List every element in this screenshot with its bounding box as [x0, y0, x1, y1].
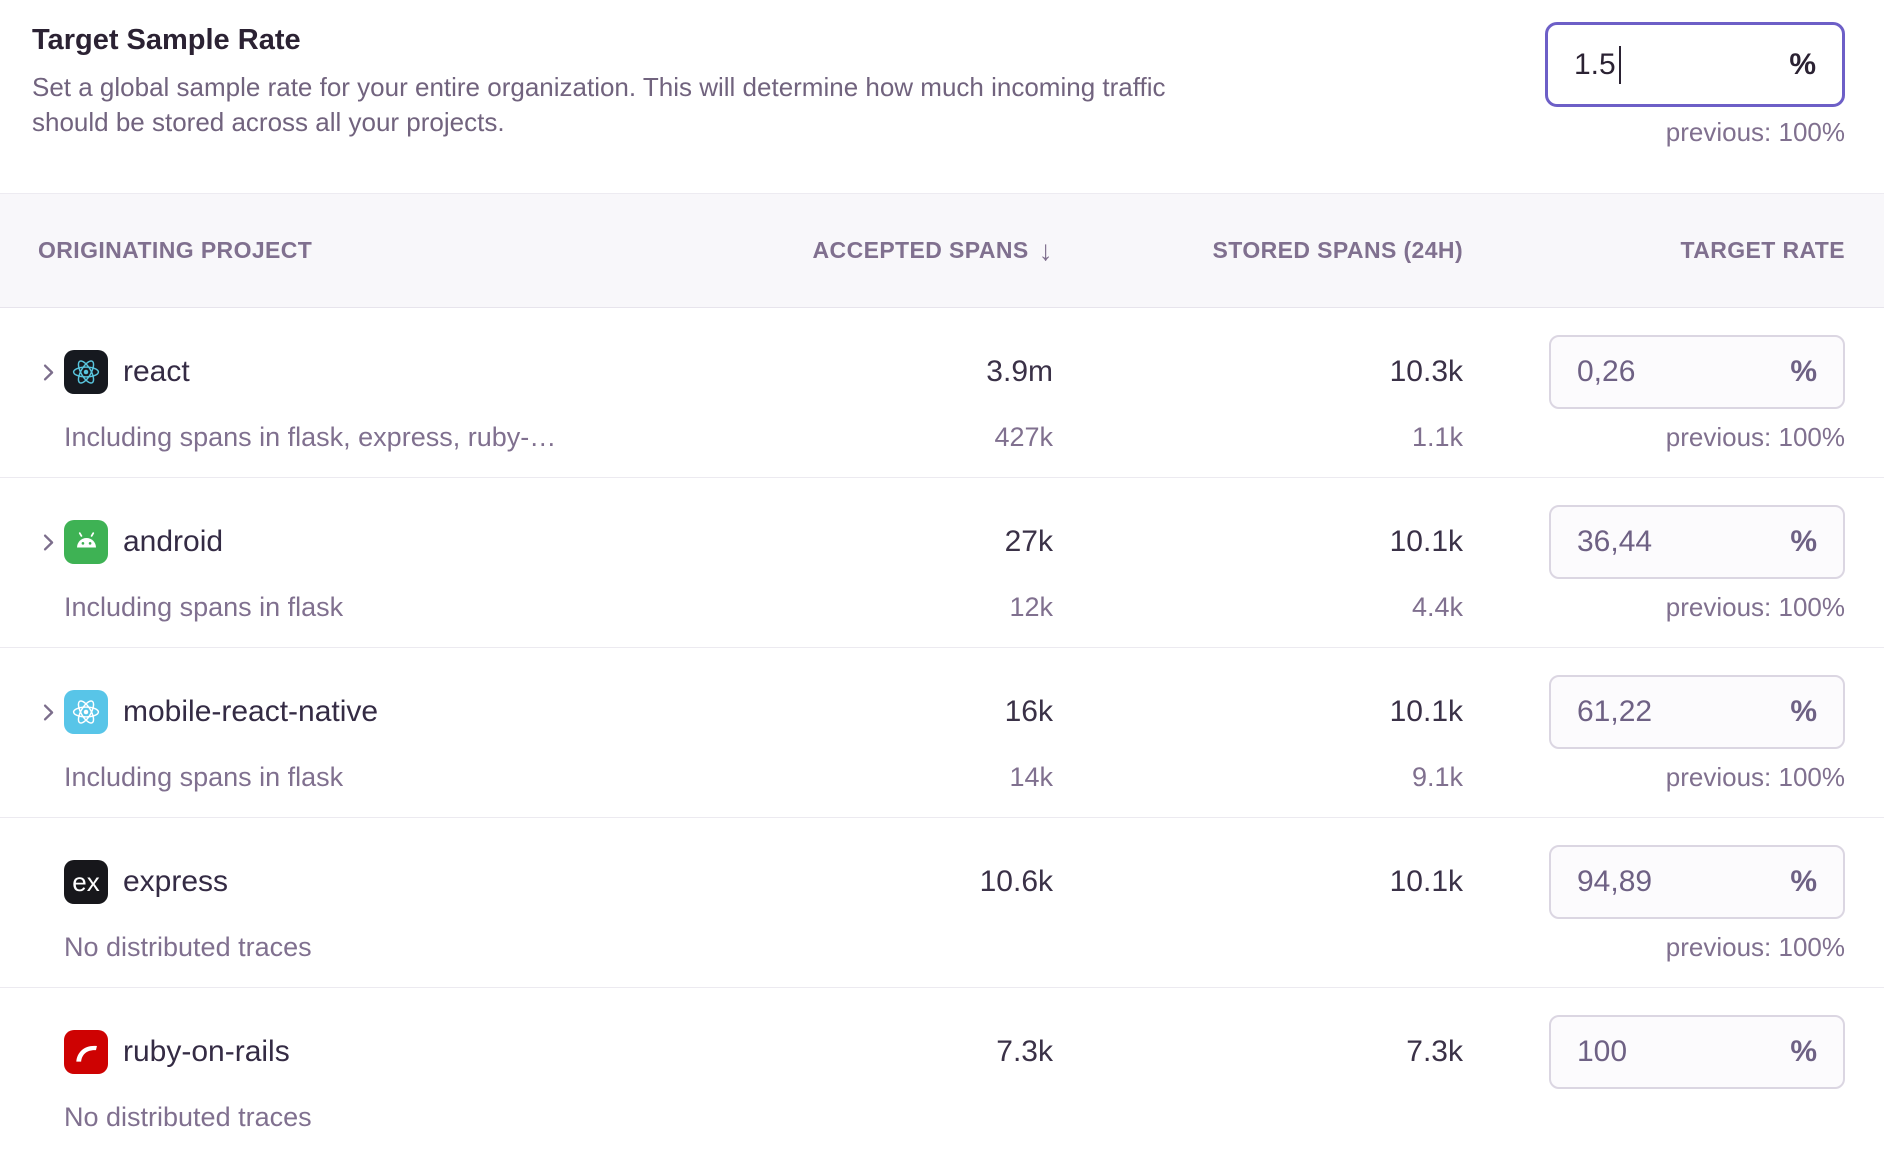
- sort-descending-icon: ↓: [1038, 234, 1053, 266]
- table-header-row: ORIGINATING PROJECT ACCEPTED SPANS ↓ STO…: [0, 193, 1884, 308]
- target-rate-input[interactable]: 94,89 %: [1549, 845, 1845, 919]
- stored-spans-value: 10.1k: [1389, 525, 1463, 558]
- project-subtext: Including spans in flask: [64, 762, 344, 792]
- expand-chevron-icon[interactable]: [38, 362, 64, 383]
- accepted-spans-subvalue: 427k: [994, 422, 1053, 452]
- react-icon: [64, 350, 108, 394]
- previous-rate-label: previous: 100%: [1665, 592, 1845, 622]
- column-header-target-rate: TARGET RATE: [1680, 237, 1845, 263]
- target-rate-value: 94,89: [1577, 865, 1653, 898]
- previous-rate-label: previous: 100%: [1665, 422, 1845, 452]
- target-rate-value: 0,26: [1577, 355, 1636, 388]
- project-name: ruby-on-rails: [123, 1035, 290, 1068]
- percent-suffix: %: [1790, 1035, 1817, 1068]
- accepted-spans-value: 10.6k: [979, 865, 1053, 898]
- previous-rate-label: previous: 100%: [1665, 117, 1845, 147]
- percent-suffix: %: [1790, 695, 1817, 728]
- react-native-icon: [64, 690, 108, 734]
- accepted-spans-value: 3.9m: [986, 355, 1053, 388]
- target-rate-value: 61,22: [1577, 695, 1653, 728]
- ruby-on-rails-icon: [64, 1030, 108, 1074]
- accepted-spans-value: 7.3k: [996, 1035, 1053, 1068]
- target-rate-input[interactable]: 100 %: [1549, 1015, 1845, 1089]
- stored-spans-value: 10.1k: [1389, 695, 1463, 728]
- project-name: react: [123, 355, 190, 388]
- stored-spans-value: 7.3k: [1406, 1035, 1463, 1068]
- column-header-originating-project: ORIGINATING PROJECT: [38, 237, 313, 263]
- target-rate-value: 36,44: [1577, 525, 1653, 558]
- percent-suffix: %: [1790, 525, 1817, 558]
- previous-rate-label: previous: 100%: [1665, 762, 1845, 792]
- expand-chevron-icon[interactable]: [38, 532, 64, 553]
- table-row: android Including spans in flask 27k 12k…: [0, 478, 1884, 648]
- stored-spans-value: 10.3k: [1389, 355, 1463, 388]
- stored-spans-subvalue: 1.1k: [1411, 422, 1463, 452]
- table-row: react Including spans in flask, express,…: [0, 308, 1884, 478]
- panel-header: Target Sample Rate Set a global sample r…: [0, 0, 1884, 193]
- projects-table: ORIGINATING PROJECT ACCEPTED SPANS ↓ STO…: [0, 193, 1884, 1158]
- express-icon: ex: [64, 860, 108, 904]
- column-header-accepted-spans[interactable]: ACCEPTED SPANS ↓: [812, 234, 1053, 266]
- column-header-stored-spans: STORED SPANS (24H): [1212, 237, 1463, 263]
- stored-spans-subvalue: 9.1k: [1411, 762, 1463, 792]
- android-icon: [64, 520, 108, 564]
- accepted-spans-subvalue: 14k: [1009, 762, 1053, 792]
- table-row: mobile-react-native Including spans in f…: [0, 648, 1884, 818]
- project-subtext: Including spans in flask: [64, 592, 344, 622]
- target-rate-value: 100: [1577, 1035, 1628, 1068]
- table-body: react Including spans in flask, express,…: [0, 308, 1884, 1158]
- stored-spans-value: 10.1k: [1389, 865, 1463, 898]
- percent-suffix: %: [1790, 865, 1817, 898]
- page-title: Target Sample Rate: [32, 24, 301, 56]
- page-description: Set a global sample rate for your entire…: [32, 72, 1166, 137]
- global-rate-block: 1.5 % previous: 100%: [1545, 22, 1845, 149]
- stored-spans-subvalue: 4.4k: [1411, 592, 1463, 622]
- target-rate-input[interactable]: 61,22 %: [1549, 675, 1845, 749]
- accepted-spans-subvalue: 12k: [1009, 592, 1053, 622]
- target-rate-input[interactable]: 0,26 %: [1549, 335, 1845, 409]
- global-rate-input[interactable]: 1.5 %: [1545, 22, 1845, 107]
- project-subtext: No distributed traces: [64, 1102, 312, 1132]
- previous-rate-label: previous: 100%: [1665, 932, 1845, 962]
- global-rate-value: 1.5: [1574, 47, 1616, 81]
- project-name: express: [123, 865, 229, 898]
- accepted-spans-value: 16k: [1004, 695, 1053, 728]
- text-cursor: [1618, 45, 1621, 84]
- project-subtext: No distributed traces: [64, 932, 312, 962]
- project-subtext: Including spans in flask, express, ruby-…: [64, 422, 557, 452]
- target-rate-input[interactable]: 36,44 %: [1549, 505, 1845, 579]
- project-name: android: [123, 525, 224, 558]
- table-row: ex express No distributed traces 10.6k 1…: [0, 818, 1884, 988]
- expand-chevron-icon[interactable]: [38, 702, 64, 723]
- percent-suffix: %: [1790, 355, 1817, 388]
- project-name: mobile-react-native: [123, 695, 379, 728]
- table-row: ruby-on-rails No distributed traces 7.3k…: [0, 988, 1884, 1158]
- accepted-spans-value: 27k: [1004, 525, 1053, 558]
- percent-suffix: %: [1789, 47, 1816, 81]
